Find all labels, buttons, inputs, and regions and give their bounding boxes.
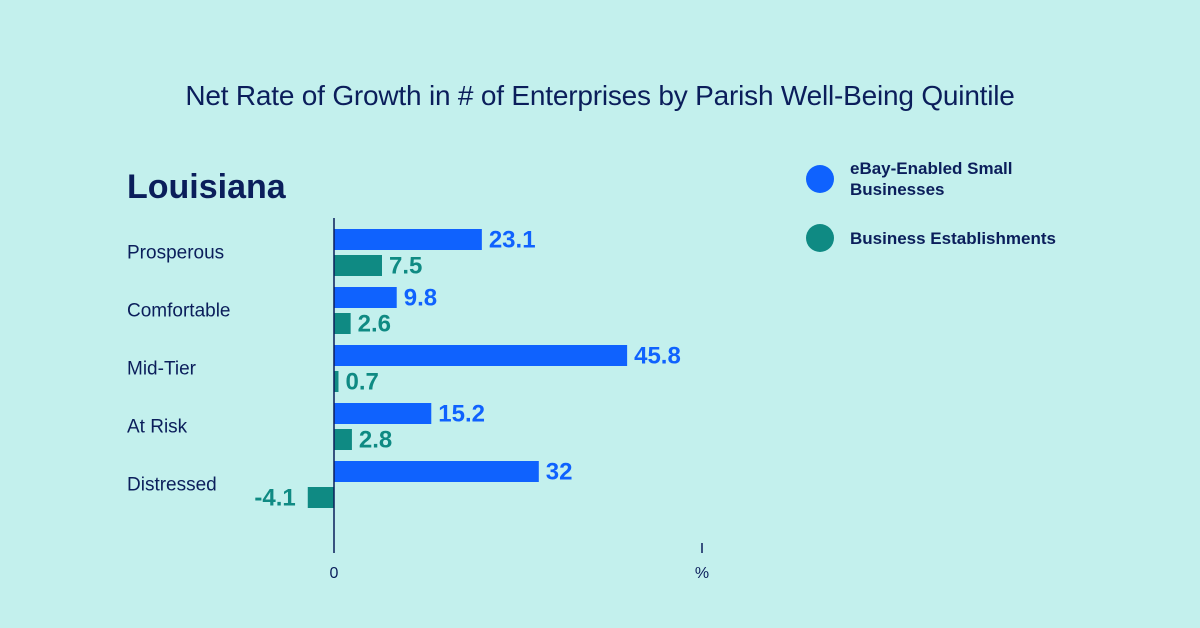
- chart-title: Net Rate of Growth in # of Enterprises b…: [185, 80, 1015, 111]
- chart-subtitle: Louisiana: [127, 168, 286, 206]
- category-label-mid-tier: Mid-Tier: [127, 359, 197, 380]
- data-label-prosperous-establishments: 7.5: [389, 253, 422, 280]
- bar-mid-tier-ebay: [334, 345, 628, 366]
- bar-prosperous-ebay: [334, 229, 482, 250]
- bar-mid-tier-establishments: [334, 371, 339, 392]
- legend-item-ebay: eBay-Enabled Small Businesses: [806, 158, 1106, 200]
- data-label-mid-tier-ebay: 45.8: [634, 343, 681, 370]
- category-label-distressed: Distressed: [127, 475, 217, 496]
- data-label-comfortable-ebay: 9.8: [404, 285, 437, 312]
- data-label-mid-tier-establishments: 0.7: [345, 369, 378, 396]
- bar-distressed-establishments: [307, 487, 334, 508]
- legend-swatch-ebay: [806, 165, 834, 193]
- bar-at-risk-establishments: [334, 429, 352, 450]
- x-tick-label-unit: %: [695, 565, 709, 582]
- category-label-at-risk: At Risk: [127, 417, 188, 438]
- data-label-at-risk-ebay: 15.2: [438, 401, 485, 428]
- data-label-prosperous-ebay: 23.1: [489, 227, 536, 254]
- data-label-distressed-establishments: -4.1: [254, 485, 295, 512]
- bar-comfortable-ebay: [334, 287, 397, 308]
- data-label-at-risk-establishments: 2.8: [359, 427, 392, 454]
- bar-at-risk-ebay: [334, 403, 432, 424]
- category-label-prosperous: Prosperous: [127, 243, 224, 264]
- data-label-comfortable-establishments: 2.6: [358, 311, 391, 338]
- bar-distressed-ebay: [334, 461, 539, 482]
- legend-swatch-establishments: [806, 224, 834, 252]
- legend-item-establishments: Business Establishments: [806, 224, 1106, 252]
- legend-label-ebay: eBay-Enabled Small Businesses: [850, 159, 1013, 199]
- bar-comfortable-establishments: [334, 313, 351, 334]
- category-label-comfortable: Comfortable: [127, 301, 231, 322]
- x-tick-label-zero: 0: [330, 565, 339, 582]
- legend-label-establishments: Business Establishments: [850, 228, 1056, 248]
- bar-prosperous-establishments: [334, 255, 382, 276]
- data-label-distressed-ebay: 32: [546, 459, 573, 486]
